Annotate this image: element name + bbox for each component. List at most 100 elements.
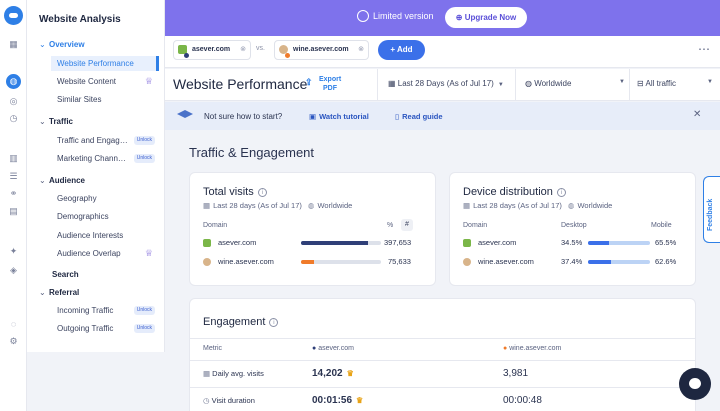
unlock-badge: Unlock xyxy=(133,136,155,145)
crown-icon: ♕ xyxy=(144,248,153,258)
sidebar-item-audience-interests[interactable]: Audience Interests xyxy=(57,231,124,240)
info-icon[interactable]: i xyxy=(556,188,566,197)
export-icon: ⇪ xyxy=(305,77,313,87)
close-icon[interactable]: ✕ xyxy=(693,109,702,120)
icon-rail: ▦ ◍ ◎ ◷ ▥ ☰ ⚭ ▤ ✦ ◈ ◌ ⚙ xyxy=(0,0,27,411)
sidebar-section-referral[interactable]: ⌄ Referral xyxy=(39,288,79,297)
column-header-metric: Metric xyxy=(203,345,223,352)
sidebar-section-overview[interactable]: ⌄ Overview xyxy=(39,40,85,49)
plus-icon: + xyxy=(390,45,398,54)
read-guide-link[interactable]: ▯ Read guide xyxy=(395,112,443,121)
engagement-card: Engagement i Metric ● asever.com ● wine.a… xyxy=(189,298,696,411)
funnel-icon[interactable]: ▤ xyxy=(9,206,18,216)
sidebar-item-traffic-engagement[interactable]: Traffic and Engag… Unlock xyxy=(51,133,159,148)
clock-icon[interactable]: ◷ xyxy=(9,113,18,123)
add-label: Add xyxy=(397,45,413,54)
site1-value: 14,202 ♛ xyxy=(312,368,354,379)
site1-value: 00:01:56 ♛ xyxy=(312,395,363,406)
sidebar-section-traffic[interactable]: ⌄ Traffic xyxy=(39,117,73,126)
site-chip-2[interactable]: wine.asever.com ⊗ xyxy=(274,40,369,60)
column-header-percent[interactable]: % xyxy=(387,222,394,229)
sidebar-item-audience-overlap[interactable]: Audience Overlap ♕ xyxy=(51,246,159,261)
globe-icon: ◍ xyxy=(307,201,315,210)
page-header: Website Performance ⇪ Export PDF ▦ Last … xyxy=(165,69,720,101)
item-label: Website Content xyxy=(57,77,116,86)
section-label: Traffic xyxy=(49,117,74,126)
play-icon: ▣ xyxy=(309,112,317,121)
sidebar-item-website-content[interactable]: Website Content ♕ xyxy=(51,74,159,89)
remove-icon[interactable]: ⊗ xyxy=(240,46,246,53)
book-icon: ▯ xyxy=(395,112,400,121)
remove-icon[interactable]: ⊗ xyxy=(358,46,364,53)
site2-value: 00:00:48 xyxy=(503,395,542,406)
sidebar-section-audience[interactable]: ⌄ Audience xyxy=(39,176,85,185)
chat-launcher-button[interactable] xyxy=(679,368,711,400)
sidebar-item-website-performance[interactable]: Website Performance xyxy=(51,56,159,71)
traffic-filter-label: All traffic xyxy=(645,79,677,88)
divider xyxy=(190,387,695,388)
info-icon[interactable]: i xyxy=(257,188,267,197)
settings-icon[interactable]: ⚙ xyxy=(9,336,18,346)
export-pdf-button[interactable]: ⇪ Export PDF xyxy=(305,75,341,93)
info-icon[interactable]: i xyxy=(269,318,279,327)
unlock-badge: Unlock xyxy=(133,306,155,315)
column-header-site1: ● asever.com xyxy=(312,345,354,352)
logo-icon[interactable] xyxy=(4,6,23,25)
value-text: 14,202 xyxy=(312,368,343,379)
divider xyxy=(629,69,630,101)
chevron-down-icon: ⌄ xyxy=(39,117,46,126)
globe-icon: ◍ xyxy=(567,201,575,210)
add-site-button[interactable]: + Add xyxy=(378,40,425,60)
search-list-icon[interactable]: ☰ xyxy=(9,171,18,181)
watch-tutorial-link[interactable]: ▣ Watch tutorial xyxy=(309,112,369,121)
grid-icon[interactable]: ▦ xyxy=(9,39,18,49)
upgrade-now-button[interactable]: ⊕ Upgrade Now xyxy=(445,7,527,28)
sidebar-item-geography[interactable]: Geography xyxy=(57,194,97,203)
calendar-icon: ▦ xyxy=(203,201,211,210)
sidebar-section-search[interactable]: Search xyxy=(52,270,79,279)
caret-down-icon: ▼ xyxy=(619,79,625,85)
compass-icon[interactable]: ◎ xyxy=(9,96,18,106)
divider xyxy=(190,360,695,361)
unlock-badge: Unlock xyxy=(133,324,155,333)
divider xyxy=(377,69,378,101)
feedback-label: Feedback xyxy=(707,198,714,231)
date-filter[interactable]: ▦ Last 28 Days (As of Jul 17) ▼ xyxy=(388,79,504,88)
calendar-icon: ▦ xyxy=(463,201,471,210)
apps-icon[interactable]: ◈ xyxy=(10,265,17,275)
visit-share-bar xyxy=(301,260,381,264)
bar-chart-icon[interactable]: ▥ xyxy=(9,153,18,163)
link-icon[interactable]: ⚭ xyxy=(9,188,18,198)
bar-fill xyxy=(301,260,314,264)
upgrade-label: Upgrade Now xyxy=(464,13,517,22)
column-header-site2: ● wine.asever.com xyxy=(503,345,561,352)
sidebar-item-demographics[interactable]: Demographics xyxy=(57,212,109,221)
more-options-icon[interactable]: ⋯ xyxy=(698,42,710,56)
section-label: Referral xyxy=(49,288,80,297)
chat-bubble-icon[interactable]: ◌ xyxy=(10,319,17,329)
sidebar-item-incoming-traffic[interactable]: Incoming Traffic Unlock xyxy=(51,303,159,318)
limited-text: Limited version xyxy=(373,11,434,21)
column-header-count[interactable]: # xyxy=(401,219,413,231)
metric-daily-visits: ▦ Daily avg. visits xyxy=(203,369,264,378)
sidebar-item-marketing-channels[interactable]: Marketing Chann… Unlock xyxy=(51,151,159,166)
site-chip-1[interactable]: asever.com ⊗ xyxy=(173,40,251,60)
total-visits-card: Total visits i ▦ Last 28 days (As of Jul 1… xyxy=(189,172,436,286)
card-title: Device distribution i xyxy=(463,186,566,198)
column-header-domain: Domain xyxy=(203,222,228,229)
sparkle-icon[interactable]: ✦ xyxy=(9,246,18,256)
feedback-tab[interactable]: Feedback xyxy=(703,176,720,243)
card-title: Engagement i xyxy=(203,316,279,328)
row-domain: asever.com xyxy=(218,238,257,247)
card-subtitle: ▦ Last 28 days (As of Jul 17) ◍ Worldwide xyxy=(203,201,352,210)
crown-icon: ♕ xyxy=(144,76,153,86)
globe-icon[interactable]: ◍ xyxy=(6,74,21,89)
sidebar-title: Website Analysis xyxy=(39,14,121,25)
row-domain: wine.asever.com xyxy=(478,257,534,266)
sidebar-item-outgoing-traffic[interactable]: Outgoing Traffic Unlock xyxy=(51,321,159,336)
sidebar-item-similar-sites[interactable]: Similar Sites xyxy=(57,95,102,104)
geo-filter[interactable]: ◍ Worldwide ▼ xyxy=(525,79,625,88)
traffic-filter[interactable]: ⊟ All traffic ▼ xyxy=(637,79,713,88)
section-label: Audience xyxy=(49,176,86,185)
geo-filter-label: Worldwide xyxy=(534,79,572,88)
